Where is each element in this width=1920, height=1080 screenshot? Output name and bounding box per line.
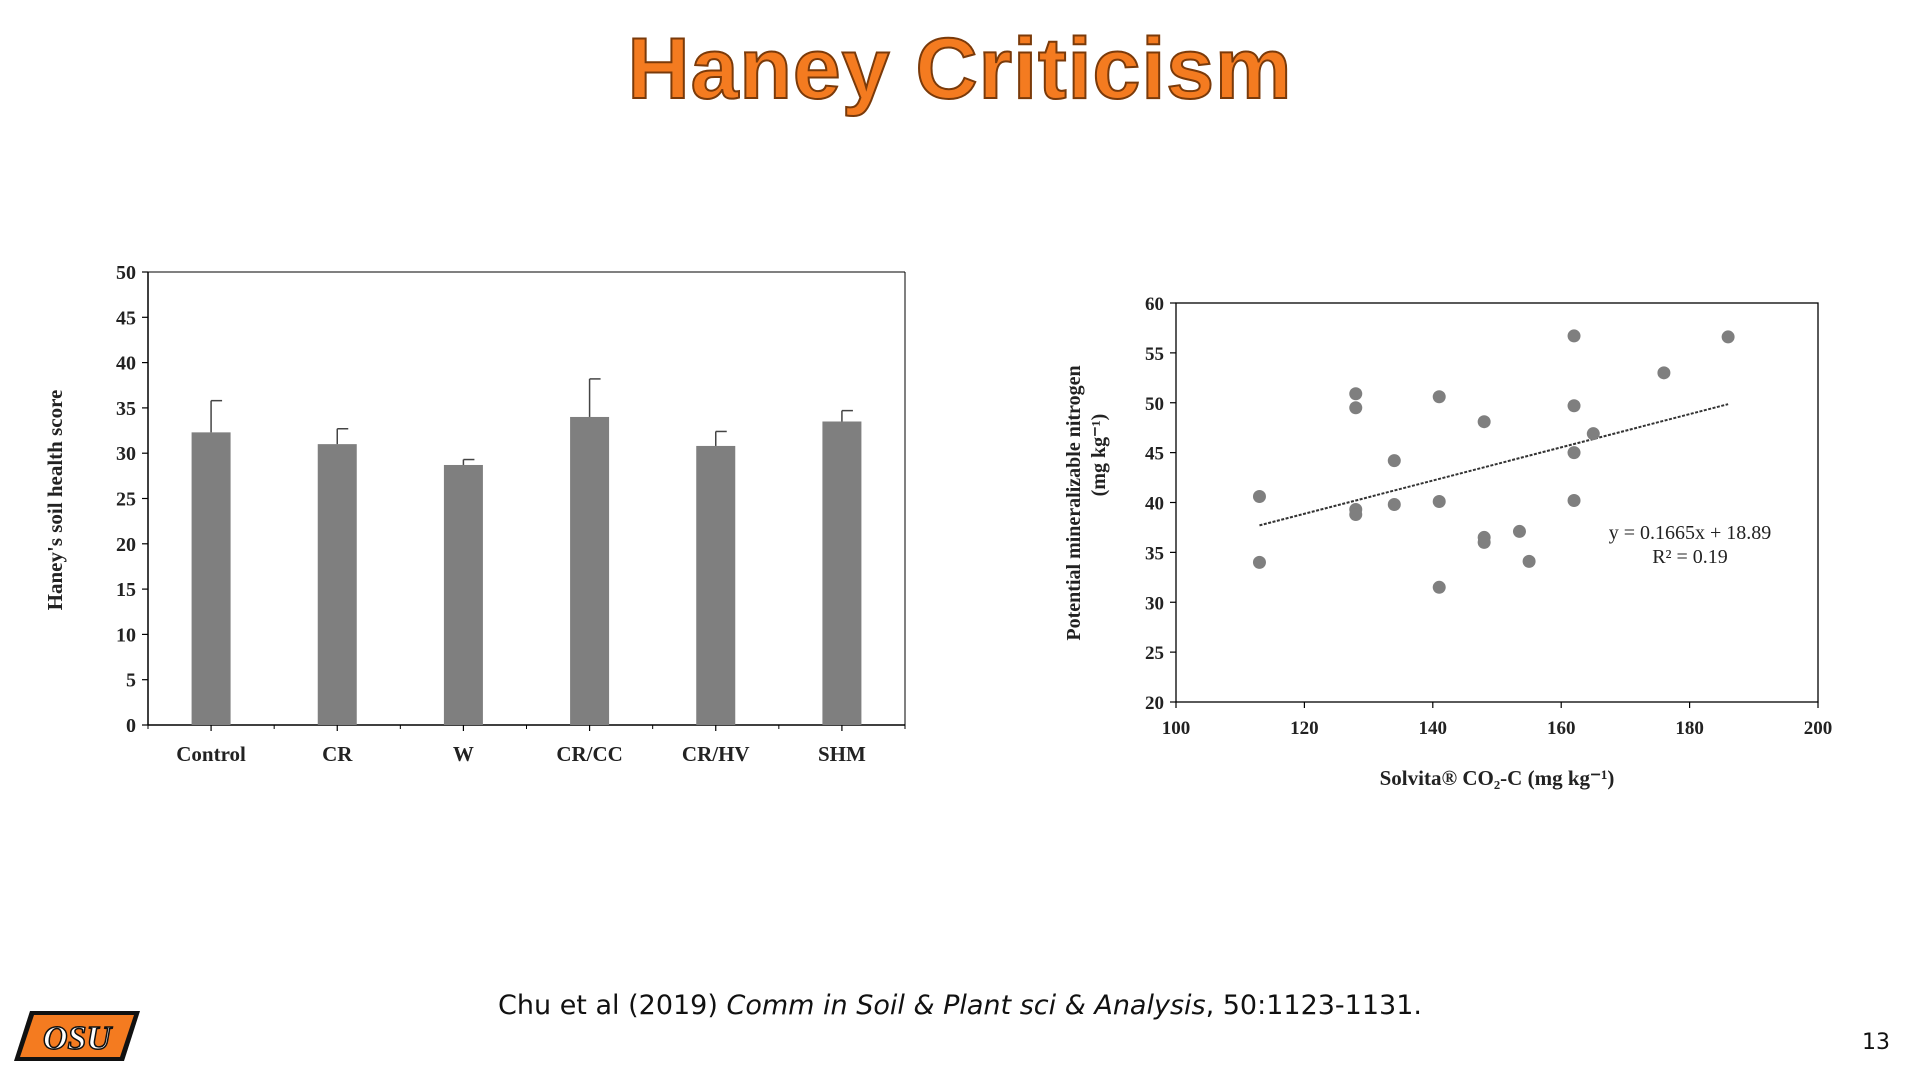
haney-score-bar-chart: 0 5 10 15 20 25 30 35 40 45 50 Control CR W CR/CC CR/H… bbox=[43, 262, 906, 766]
scatter-point bbox=[1567, 494, 1581, 508]
scatter-point bbox=[1477, 535, 1491, 549]
scatter-point bbox=[1567, 329, 1581, 343]
bar-y-tick-label: 20 bbox=[116, 534, 136, 556]
scatter-point bbox=[1432, 495, 1446, 509]
scatter-point bbox=[1349, 507, 1363, 521]
scatter-point bbox=[1252, 490, 1266, 504]
bar-chart-frame bbox=[147, 271, 906, 726]
scatter-x-tick-label: 100 bbox=[1162, 718, 1191, 739]
scatter-y-tick-label: 30 bbox=[1145, 593, 1164, 614]
bar-y-tick-label: 10 bbox=[116, 624, 136, 646]
bar-x-tick-label: CR/CC bbox=[556, 742, 623, 766]
scatter-point bbox=[1252, 555, 1266, 569]
scatter-y-tick-label: 35 bbox=[1145, 543, 1164, 564]
bar-control bbox=[191, 432, 231, 725]
bar-x-tick-label: CR/HV bbox=[682, 742, 750, 766]
bar-y-tick-label: 40 bbox=[116, 353, 136, 375]
slide-title: Haney Criticism bbox=[626, 20, 1293, 118]
scatter-point bbox=[1349, 387, 1363, 401]
citation: Chu et al (2019) Comm in Soil & Plant sc… bbox=[0, 990, 1920, 1021]
scatter-y-tick-label: 60 bbox=[1145, 294, 1164, 315]
bar-w bbox=[443, 464, 483, 725]
trend-line bbox=[1259, 403, 1729, 527]
scatter-point bbox=[1512, 524, 1526, 538]
scatter-y-tick-label: 45 bbox=[1145, 444, 1164, 465]
bar-x-tick-label: CR bbox=[322, 742, 353, 766]
scatter-x-tick-label: 180 bbox=[1675, 718, 1704, 739]
scatter-x-tick-label: 120 bbox=[1290, 718, 1319, 739]
regression-equation: y = 0.1665x + 18.89 bbox=[1609, 522, 1772, 544]
scatter-point bbox=[1387, 454, 1401, 468]
scatter-y-axis-ticks: 20 25 30 35 40 45 50 55 60 bbox=[1145, 294, 1176, 714]
bar-y-tick-label: 25 bbox=[116, 489, 136, 511]
scatter-point bbox=[1477, 415, 1491, 429]
scatter-point bbox=[1432, 580, 1446, 594]
scatter-y-tick-label: 25 bbox=[1145, 643, 1164, 664]
bar-y-tick-label: 50 bbox=[116, 262, 136, 284]
citation-journal: Comm in Soil & Plant sci & Analysis bbox=[726, 990, 1206, 1021]
scatter-point bbox=[1567, 399, 1581, 413]
bar-x-tick-label: Control bbox=[176, 742, 246, 766]
scatter-point bbox=[1721, 330, 1735, 344]
scatter-y-axis-label-line2: (mg kg⁻¹) bbox=[1088, 414, 1110, 497]
scatter-x-tick-label: 200 bbox=[1804, 718, 1833, 739]
bar-y-tick-label: 15 bbox=[116, 579, 136, 601]
bar-x-tick-label: W bbox=[453, 742, 474, 766]
page-number: 13 bbox=[1862, 1030, 1890, 1055]
bar-y-tick-label: 5 bbox=[126, 670, 136, 692]
scatter-y-tick-label: 50 bbox=[1145, 394, 1164, 415]
scatter-y-tick-label: 40 bbox=[1145, 494, 1164, 515]
bar-y-tick-label: 30 bbox=[116, 443, 136, 465]
scatter-x-axis-label: Solvita® CO₂-C (mg kg⁻¹) bbox=[1380, 766, 1615, 790]
osu-logo: OSU bbox=[14, 1011, 140, 1061]
scatter-points bbox=[1252, 329, 1735, 594]
scatter-point bbox=[1432, 390, 1446, 404]
scatter-chart-frame bbox=[1175, 302, 1819, 703]
bar-series bbox=[191, 378, 862, 725]
bar-y-axis-label: Haney's soil health score bbox=[43, 390, 67, 611]
citation-details: , 50:1123-1131. bbox=[1205, 990, 1422, 1021]
scatter-y-tick-label: 20 bbox=[1145, 693, 1164, 714]
scatter-point bbox=[1567, 446, 1581, 460]
bar-cr-hv bbox=[696, 445, 736, 725]
bar-y-tick-label: 45 bbox=[116, 307, 136, 329]
regression-r2: R² = 0.19 bbox=[1652, 546, 1728, 568]
bar-y-axis-ticks: 0 5 10 15 20 25 30 35 40 45 50 bbox=[116, 262, 148, 737]
bar-cr-cc bbox=[570, 416, 610, 725]
scatter-x-tick-label: 140 bbox=[1419, 718, 1448, 739]
osu-logo-text: OSU bbox=[43, 1020, 113, 1057]
bar-shm bbox=[822, 421, 862, 725]
scatter-x-axis-ticks: 100 120 140 160 180 200 bbox=[1162, 702, 1833, 739]
scatter-x-tick-label: 160 bbox=[1547, 718, 1576, 739]
bar-y-tick-label: 35 bbox=[116, 398, 136, 420]
scatter-point bbox=[1586, 427, 1600, 441]
scatter-y-tick-label: 55 bbox=[1145, 344, 1164, 365]
pmn-scatter-chart: 20 25 30 35 40 45 50 55 60 100 120 140 160 180 200 y … bbox=[1063, 294, 1833, 790]
bar-y-tick-label: 0 bbox=[126, 715, 136, 737]
citation-authors: Chu et al (2019) bbox=[498, 990, 727, 1021]
scatter-point bbox=[1349, 401, 1363, 415]
scatter-point bbox=[1387, 497, 1401, 511]
scatter-point bbox=[1522, 554, 1536, 568]
scatter-y-axis-label-line1: Potential mineralizable nitrogen bbox=[1063, 365, 1085, 640]
bar-x-tick-label: SHM bbox=[818, 742, 866, 766]
bar-cr bbox=[317, 444, 357, 725]
scatter-point bbox=[1657, 366, 1671, 380]
bar-x-axis-ticks: Control CR W CR/CC CR/HV SHM bbox=[147, 725, 906, 766]
